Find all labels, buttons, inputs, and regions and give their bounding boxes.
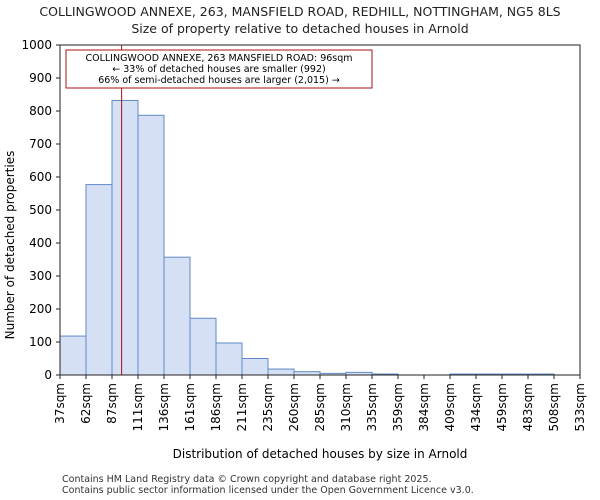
x-tick-label: 161sqm [183, 383, 197, 431]
x-tick-label: 533sqm [573, 383, 587, 431]
x-tick-label: 37sqm [53, 383, 67, 424]
annotation-line-2: ← 33% of detached houses are smaller (99… [112, 64, 325, 75]
y-tick-label: 600 [29, 170, 52, 184]
x-axis: 37sqm 62sqm 87sqm 111sqm 136sqm 161sqm 186sqm 2… [53, 375, 587, 431]
plot-frame [59, 44, 581, 376]
bar-161sqm [189, 317, 217, 376]
bar-235sqm [267, 368, 295, 376]
x-tick-label: 285sqm [313, 383, 327, 431]
y-tick-label: 900 [29, 71, 52, 85]
x-tick-label: 136sqm [157, 383, 171, 431]
bar-87sqm [111, 99, 139, 376]
annotation-box: COLLINGWOOD ANNEXE, 263 MANSFIELD ROAD: … [65, 49, 373, 89]
x-tick-label: 483sqm [521, 383, 535, 431]
y-tick-label: 400 [29, 236, 52, 250]
y-tick-label: 800 [29, 104, 52, 118]
x-tick-label: 260sqm [287, 383, 301, 431]
x-tick-label: 186sqm [209, 383, 223, 431]
x-tick-label: 459sqm [495, 383, 509, 431]
bar-62sqm [85, 184, 113, 376]
x-tick-label: 87sqm [105, 383, 119, 424]
x-tick-label: 508sqm [547, 383, 561, 431]
bars-group [59, 99, 555, 376]
y-axis: 0 100 200 300 400 500 600 700 800 900 1000 [21, 38, 60, 382]
y-tick-label: 700 [29, 137, 52, 151]
x-tick-label: 434sqm [469, 383, 483, 431]
footer-line-2: Contains public sector information licen… [62, 485, 474, 496]
x-tick-label: 211sqm [235, 383, 249, 431]
bar-186sqm [215, 342, 243, 376]
x-axis-label: Distribution of detached houses by size … [173, 447, 468, 461]
y-tick-label: 300 [29, 269, 52, 283]
bar-111sqm [137, 114, 165, 376]
annotation-line-3: 66% of semi-detached houses are larger (… [98, 75, 340, 86]
annotation-line-1: COLLINGWOOD ANNEXE, 263 MANSFIELD ROAD: … [85, 53, 352, 64]
x-tick-label: 235sqm [261, 383, 275, 431]
x-tick-label: 111sqm [131, 383, 145, 431]
y-axis-label: Number of detached properties [3, 151, 17, 340]
x-tick-label: 62sqm [79, 383, 93, 424]
x-tick-label: 359sqm [391, 383, 405, 431]
y-tick-label: 200 [29, 302, 52, 316]
x-tick-label: 409sqm [443, 383, 457, 431]
bar-136sqm [163, 256, 191, 376]
x-tick-label: 384sqm [417, 383, 431, 431]
footer-line-1: Contains HM Land Registry data © Crown c… [62, 474, 432, 485]
x-tick-label: 310sqm [339, 383, 353, 431]
bar-211sqm [241, 358, 269, 376]
x-tick-label: 335sqm [365, 383, 379, 431]
bar-37sqm [59, 335, 87, 376]
chart-subtitle: Size of property relative to detached ho… [131, 21, 469, 36]
y-tick-label: 100 [29, 335, 52, 349]
y-tick-label: 500 [29, 203, 52, 217]
chart-title: COLLINGWOOD ANNEXE, 263, MANSFIELD ROAD,… [39, 4, 561, 19]
y-tick-label: 0 [44, 368, 52, 382]
y-tick-label: 1000 [21, 38, 52, 52]
